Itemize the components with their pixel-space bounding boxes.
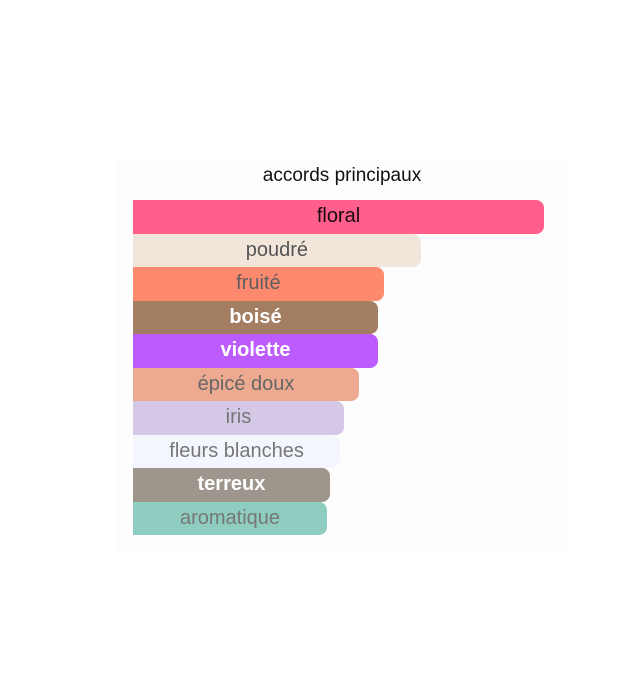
bars-container: floral poudré fruité boisé violette épicé dou… xyxy=(133,200,544,535)
bar-label: iris xyxy=(225,406,252,429)
bar-label: épicé doux xyxy=(197,372,295,395)
bar-label: aromatique xyxy=(179,506,281,529)
chart-title: accords principaux xyxy=(262,165,422,186)
bar-fleurs-blanches: fleurs blanches xyxy=(133,434,341,468)
bar-label: floral xyxy=(316,205,361,228)
bar-boisé: boisé xyxy=(133,300,378,334)
bar-label: fruité xyxy=(236,272,281,295)
bar-label: violette xyxy=(220,339,291,362)
bar-label: poudré xyxy=(245,238,308,261)
bar-floral: floral xyxy=(133,200,544,234)
bar-terreux: terreux xyxy=(133,468,330,502)
bar-fruité: fruité xyxy=(133,267,384,301)
bar-label: boisé xyxy=(229,305,282,328)
bar-label: fleurs blanches xyxy=(169,439,304,462)
bar-poudré: poudré xyxy=(133,233,421,267)
bar-iris: iris xyxy=(133,401,344,435)
bar-aromatique: aromatique xyxy=(133,501,327,535)
bar-épicé-doux: épicé doux xyxy=(133,367,360,401)
bar-violette: violette xyxy=(133,334,378,368)
bar-label: terreux xyxy=(197,473,266,496)
